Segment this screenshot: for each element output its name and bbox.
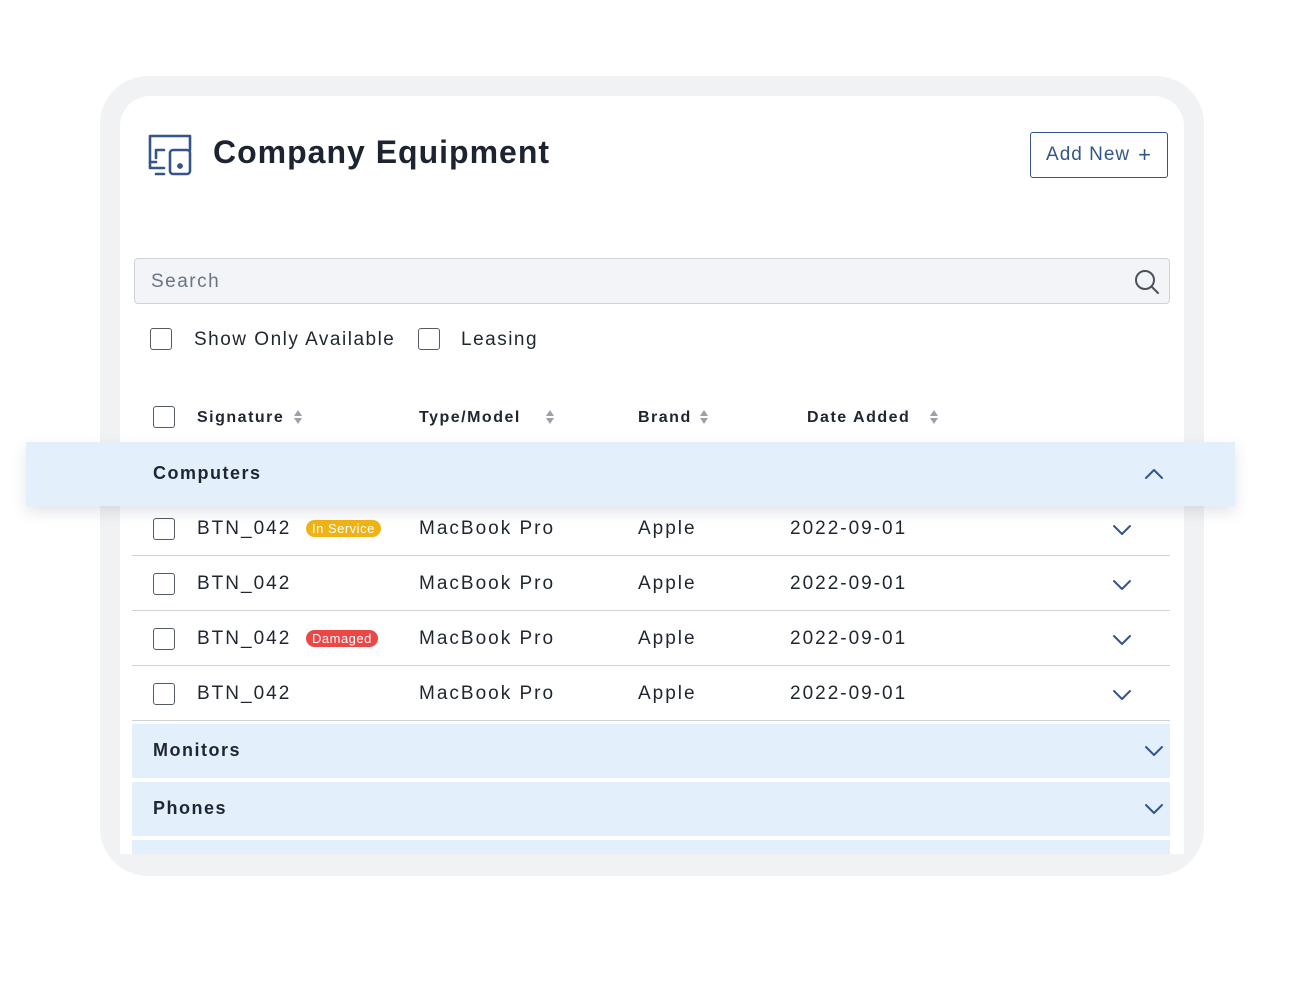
signature-cell: BTN_042 [197, 573, 292, 594]
plus-icon: + [1138, 142, 1152, 167]
type-model-cell: MacBook Pro [419, 518, 556, 539]
date-added-cell: 2022-09-01 [790, 573, 908, 594]
row-divider [132, 555, 1170, 556]
group-header-phones[interactable]: Phones [132, 782, 1170, 836]
row-checkbox[interactable] [153, 628, 175, 650]
type-model-cell: MacBook Pro [419, 628, 556, 649]
column-header-brand[interactable]: Brand [638, 409, 692, 426]
show-only-available-label: Show Only Available [194, 329, 396, 350]
status-badge: In Service [306, 520, 381, 537]
group-label: Phones [153, 798, 228, 818]
brand-cell: Apple [638, 683, 697, 704]
date-added-cell: 2022-09-01 [790, 518, 908, 539]
signature-cell: BTN_042 [197, 683, 292, 704]
row-divider [132, 665, 1170, 666]
chevron-down-icon[interactable] [1111, 633, 1133, 647]
row-divider [132, 720, 1170, 721]
search-input[interactable] [149, 259, 1113, 305]
chevron-down-icon[interactable] [1143, 802, 1165, 816]
chevron-down-icon[interactable] [1111, 688, 1133, 702]
search-bar [134, 258, 1170, 305]
add-new-button[interactable]: Add New + [1030, 132, 1168, 178]
type-model-cell: MacBook Pro [419, 683, 556, 704]
signature-cell: BTN_042 [197, 518, 292, 539]
row-checkbox[interactable] [153, 573, 175, 595]
row-checkbox[interactable] [153, 518, 175, 540]
brand-cell: Apple [638, 573, 697, 594]
devices-icon [148, 134, 192, 176]
select-all-checkbox[interactable] [153, 406, 175, 428]
leasing-label: Leasing [461, 329, 539, 350]
column-header-signature[interactable]: Signature [197, 409, 285, 426]
sort-icon[interactable] [699, 408, 709, 426]
brand-cell: Apple [638, 518, 697, 539]
date-added-cell: 2022-09-01 [790, 628, 908, 649]
date-added-cell: 2022-09-01 [790, 683, 908, 704]
row-checkbox[interactable] [153, 683, 175, 705]
status-badge: Damaged [306, 630, 378, 647]
group-header-computers[interactable]: Computers [26, 442, 1235, 506]
column-header-date-added[interactable]: Date Added [807, 409, 911, 426]
page-title: Company Equipment [213, 134, 551, 170]
chevron-down-icon[interactable] [1111, 523, 1133, 537]
sort-icon[interactable] [929, 408, 939, 426]
show-only-available-checkbox[interactable] [150, 328, 172, 350]
group-header-partial[interactable] [132, 840, 1170, 854]
type-model-cell: MacBook Pro [419, 573, 556, 594]
row-divider [132, 610, 1170, 611]
group-label: Monitors [153, 740, 241, 760]
chevron-up-icon[interactable] [1143, 467, 1165, 481]
group-label: Computers [153, 463, 262, 483]
chevron-down-icon[interactable] [1143, 744, 1165, 758]
search-icon[interactable] [1133, 268, 1161, 296]
sort-icon[interactable] [293, 408, 303, 426]
brand-cell: Apple [638, 628, 697, 649]
signature-cell: BTN_042 [197, 628, 292, 649]
group-header-monitors[interactable]: Monitors [132, 724, 1170, 778]
chevron-down-icon[interactable] [1111, 578, 1133, 592]
leasing-checkbox[interactable] [418, 328, 440, 350]
column-header-type-model[interactable]: Type/Model [419, 409, 521, 426]
sort-icon[interactable] [545, 408, 555, 426]
add-new-label: Add New [1046, 144, 1131, 165]
